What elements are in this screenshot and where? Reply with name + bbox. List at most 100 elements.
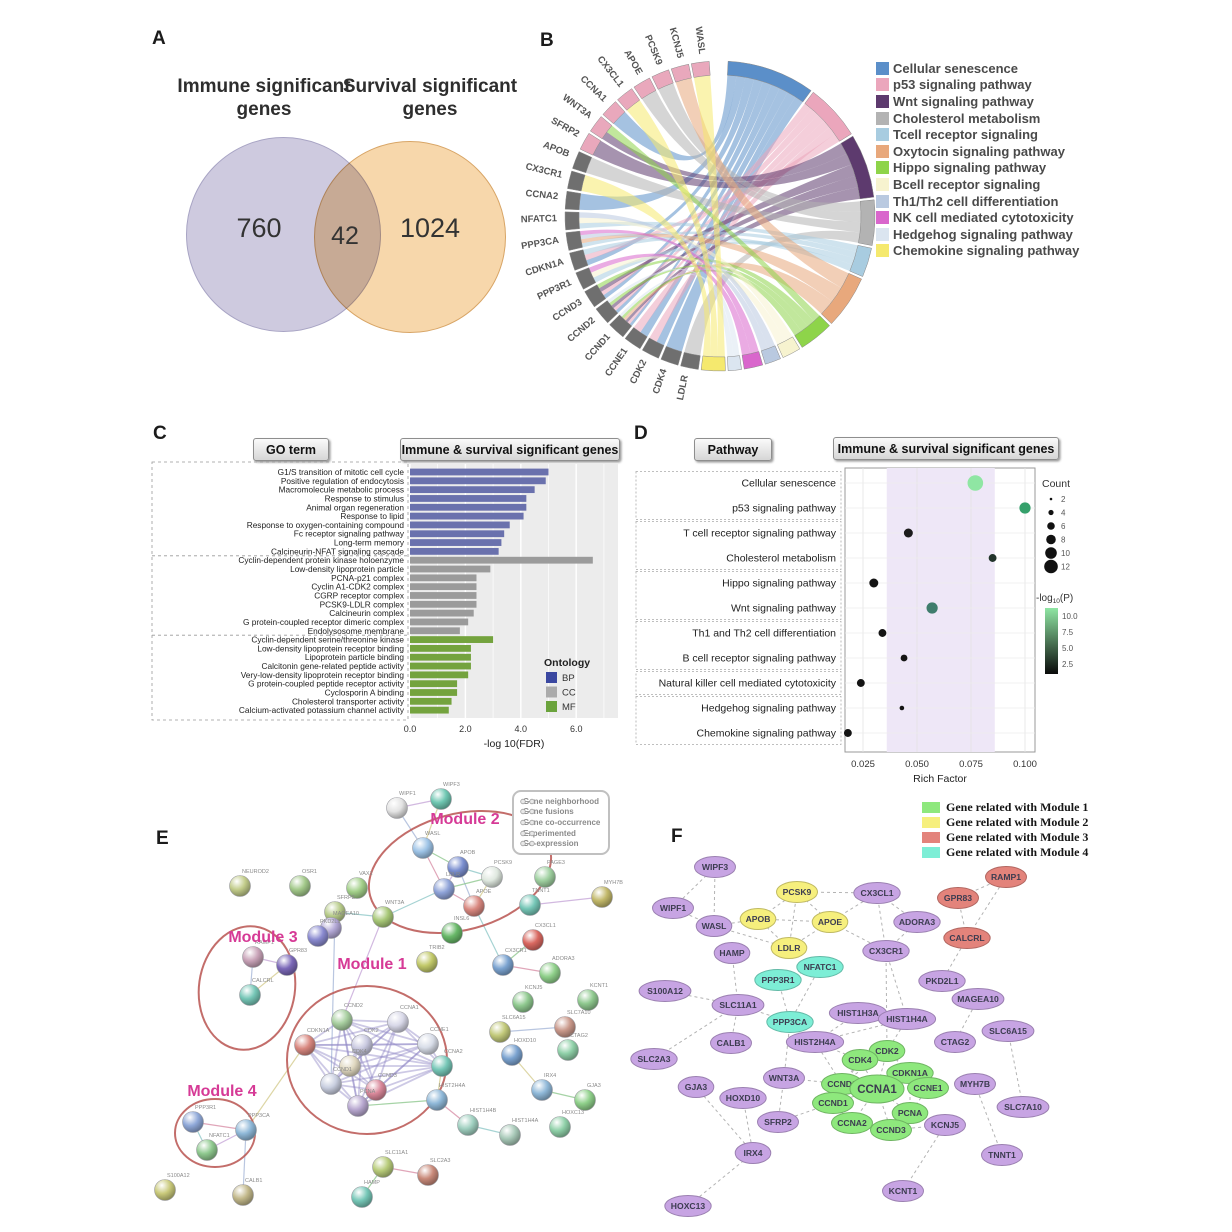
chord-gene-label: CDK2 (628, 358, 649, 386)
gene-node (417, 1164, 439, 1186)
gene-node-label: WNT3A (385, 900, 405, 906)
gene-node-label: WIPF1 (399, 791, 416, 797)
gene-node (785, 1031, 845, 1053)
gene-node (893, 911, 941, 933)
count-legend-dot (1048, 509, 1054, 516)
go-term-label: Cyclin-dependent serine/threonine kinase (251, 635, 404, 645)
go-bar (410, 653, 471, 661)
gene-node-label: PPP3CA (248, 1113, 270, 1119)
p-legend-tick: 5.0 (1062, 644, 1074, 653)
chord-pathway-sector (777, 336, 801, 358)
chord-pathway-sector (727, 60, 812, 103)
venn-right-title: Survival significant genes (342, 76, 518, 120)
go-term-label: Cyclin-dependent protein kinase holoenzy… (238, 555, 404, 565)
go-term-label: G protein-coupled peptide receptor activ… (248, 679, 405, 689)
legend-label: Wnt signaling pathway (893, 93, 1034, 109)
gene-node-label: WASL (702, 921, 727, 931)
gene-node-label: LDLR (446, 872, 460, 878)
go-term-label: Very-low-density lipoprotein receptor bi… (241, 670, 405, 680)
pathway-legend-item: Hippo signaling pathway (876, 160, 1079, 177)
gene-node (776, 881, 818, 903)
chord-gene-sector (564, 190, 582, 211)
pathway-dot (967, 475, 984, 491)
go-term-label: Cyclosporin A binding (325, 688, 405, 698)
gene-node (877, 1008, 937, 1030)
x-tick-label: 0.100 (1013, 759, 1037, 770)
gene-node-label: PKD2L1 (926, 976, 959, 986)
network-edge (1007, 1030, 1024, 1108)
pathway-legend-item: Cholesterol metabolism (876, 110, 1079, 127)
gene-node-label: TRIB2 (429, 945, 445, 951)
gene-node-label: APOB (460, 850, 476, 856)
edge-legend-item: Co-expression (520, 838, 600, 849)
gene-node (351, 1186, 373, 1208)
label-group-box (635, 471, 842, 520)
pathway-legend-item: Hedgehog signaling pathway (876, 226, 1079, 243)
gene-node-label: KCNT1 (590, 983, 608, 989)
gene-node-label: GPR83 (944, 893, 972, 903)
panel-label-c: C (153, 423, 167, 444)
clique-edge (330, 1065, 443, 1085)
gene-node (739, 908, 777, 930)
clique-edge (330, 1043, 429, 1085)
edge-type-icon (520, 809, 535, 815)
gene-node-label: MYH7B (604, 880, 623, 886)
gene-node-label: VAX1 (359, 871, 373, 877)
x-tick-label: 0.050 (905, 759, 929, 770)
gene-node-label: SLC6A15 (989, 1026, 1027, 1036)
legend-swatch (876, 111, 889, 125)
go-term-label: Cyclin A1-CDK2 complex (311, 582, 405, 592)
legend-label: Cellular senescence (893, 60, 1019, 76)
gene-node-label: KCNT1 (889, 1186, 918, 1196)
gene-node-label: GJA3 (685, 1082, 708, 1092)
gene-node (907, 1077, 949, 1099)
gene-node-label: WIPF1 (660, 903, 686, 913)
panel-label-d: D (634, 423, 648, 444)
x-tick-label: 2.0 (459, 724, 472, 734)
gene-node-label: HIST2H4A (439, 1083, 466, 1089)
chord-gene-sector (609, 314, 633, 338)
go-bar (410, 618, 469, 626)
chord-pathway-sector (700, 355, 726, 372)
gene-node (677, 1076, 715, 1098)
gene-node (235, 1119, 257, 1141)
label-group-box (635, 571, 842, 620)
go-bar (410, 706, 449, 714)
count-legend-title: Count (1042, 478, 1070, 490)
pathway-genes-header: Immune & survival significant genes (833, 437, 1059, 460)
pathway-label: p53 signaling pathway (732, 503, 837, 515)
gene-node-label: S100A12 (167, 1173, 190, 1179)
legend-swatch (876, 144, 889, 158)
go-term-label: Response to lipid (340, 511, 404, 521)
go-bar (410, 574, 477, 582)
chord-pathway-sector (741, 351, 764, 370)
chord-pathway-sector (849, 245, 872, 277)
gene-node (522, 929, 544, 951)
gene-node-label: CALB1 (245, 1178, 262, 1184)
gene-node (937, 887, 979, 909)
go-term-header: GO term (253, 438, 329, 461)
chord-gene-label: CCND1 (583, 331, 614, 363)
chord-gene-label: PCSK9 (642, 33, 664, 66)
chord-ribbon (626, 100, 718, 357)
gene-node (307, 925, 329, 947)
ontology-swatch (546, 672, 557, 683)
venn-left-title: Immune significant genes (177, 76, 351, 120)
gene-node-label: SFRP2 (764, 1117, 792, 1127)
legend-swatch (876, 211, 889, 225)
go-bar (410, 697, 452, 705)
chord-gene-label: CDKN1A (524, 256, 565, 278)
chord-gene-sector (579, 132, 602, 156)
gene-node-label: HIST1H3A (837, 1008, 879, 1018)
gene-node-label: WNT3A (769, 1073, 800, 1083)
gene-node (812, 1092, 854, 1114)
clique-edge (304, 1044, 443, 1067)
gene-node-label: LDLR (778, 943, 802, 953)
gene-node (695, 915, 733, 937)
legend-label: Hippo signaling pathway (893, 160, 1047, 176)
pathway-label: Natural killer cell mediated cytotoxicit… (659, 678, 837, 690)
p-legend-title: -log10(P) (1036, 593, 1073, 605)
gene-node-label: MAGEA10 (333, 911, 359, 917)
gene-node (242, 946, 264, 968)
